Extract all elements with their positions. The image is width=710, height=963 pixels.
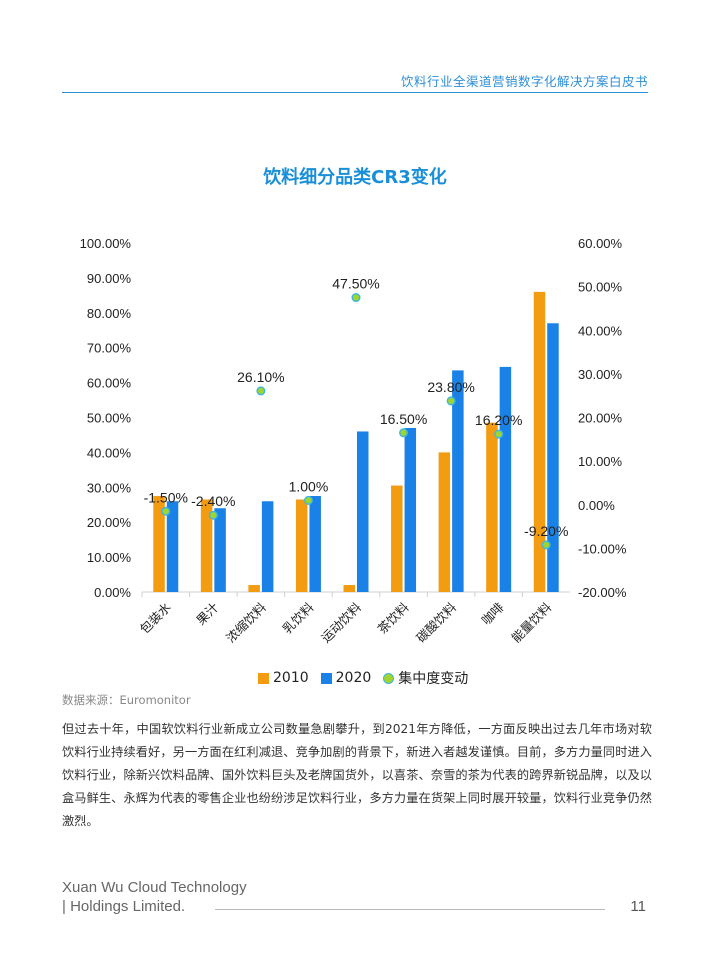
y-left-tick-label: 30.00%	[87, 480, 132, 495]
bar-2010	[438, 452, 451, 592]
change-data-label: 26.10%	[237, 369, 284, 385]
legend-item-2010: 2010	[258, 670, 309, 686]
chart-title: 饮料细分品类CR3变化	[263, 167, 447, 188]
y-right-tick-label: 60.00%	[578, 236, 623, 251]
change-point	[494, 429, 504, 439]
legend-label-2020: 2020	[335, 670, 372, 686]
change-point	[161, 506, 171, 516]
y-left-tick-label: 40.00%	[87, 445, 132, 460]
x-category-label: 浓缩饮料	[223, 599, 269, 645]
legend-item-2020: 2020	[320, 670, 372, 686]
bar-2020	[357, 431, 369, 592]
y-right-tick-label: 40.00%	[578, 323, 623, 338]
y-right-tick-label: 50.00%	[578, 280, 623, 295]
change-point	[446, 396, 456, 406]
y-left-tick-label: 0.00%	[94, 585, 131, 600]
change-point	[399, 428, 409, 438]
x-category-label: 咖啡	[478, 599, 507, 628]
change-data-label: 16.20%	[475, 412, 522, 428]
bar-2010	[486, 422, 498, 592]
legend-label-2010: 2010	[273, 670, 309, 686]
x-category-label: 乳饮料	[279, 599, 316, 636]
change-data-label: -1.50%	[144, 489, 188, 505]
bar-2020	[404, 427, 417, 592]
bar-2010	[200, 499, 213, 592]
y-left-tick-label: 90.00%	[87, 271, 132, 286]
y-left-tick-label: 60.00%	[87, 376, 132, 391]
bar-2020	[499, 366, 512, 592]
bar-2010	[295, 499, 308, 592]
data-source: 数据来源：Euromonitor	[62, 693, 191, 707]
x-category-label: 包装水	[137, 599, 174, 636]
footer-company-line1: Xuan Wu Cloud Technology	[62, 879, 247, 896]
y-right-tick-label: -20.00%	[578, 585, 627, 600]
x-category-label: 碳酸饮料	[413, 599, 459, 645]
legend-swatch-2010	[258, 672, 269, 684]
change-data-label: 23.80%	[427, 379, 474, 395]
legend-dot-change	[383, 672, 395, 684]
bar-2020	[214, 508, 226, 592]
y-left-tick-label: 80.00%	[87, 306, 132, 321]
y-left-tick-label: 10.00%	[87, 550, 132, 565]
chart-legend: 2010 2020 集中度变动	[258, 668, 474, 688]
bar-2010	[153, 496, 165, 592]
change-point	[208, 510, 218, 520]
y-left-tick-label: 50.00%	[87, 411, 132, 426]
bar-2010	[391, 485, 403, 592]
footer-company: Xuan Wu Cloud Technology | Holdings Limi…	[62, 878, 247, 916]
change-data-label: -2.40%	[191, 493, 235, 509]
x-category-label: 果汁	[193, 599, 222, 628]
footer-company-line2: | Holdings Limited.	[62, 898, 186, 915]
x-category-label: 茶饮料	[375, 599, 412, 636]
bar-2020	[547, 323, 559, 592]
header-title: 饮料行业全渠道营销数字化解决方案白皮书	[400, 74, 648, 89]
x-category-label: 能量饮料	[508, 599, 554, 645]
page-number: 11	[630, 898, 646, 915]
change-point	[351, 293, 361, 303]
y-right-tick-label: 0.00%	[578, 498, 615, 513]
change-data-label: 47.50%	[332, 276, 379, 292]
legend-swatch-2020	[320, 672, 332, 684]
bar-2010	[343, 585, 355, 592]
bar-2010	[248, 585, 260, 592]
body-paragraph: 但过去十年，中国软饮料行业新成立公司数量急剧攀升，到2021年方降低，一方面反映…	[62, 722, 652, 828]
footer-rule	[215, 909, 605, 910]
change-data-label: -9.20%	[524, 523, 568, 539]
legend-label-change: 集中度变动	[398, 671, 469, 687]
y-left-tick-label: 70.00%	[87, 341, 132, 356]
bar-2020	[261, 501, 274, 592]
cr3-chart: 0.00% 10.00% 20.00% 30.00% 40.00% 50.00% 60.00…	[80, 236, 627, 645]
y-right-tick-label: 10.00%	[578, 454, 623, 469]
y-right-tick-label: 20.00%	[578, 411, 623, 426]
change-point	[541, 540, 551, 550]
x-category-label: 运动饮料	[318, 599, 364, 645]
y-left-tick-label: 100.00%	[80, 236, 132, 251]
y-right-tick-label: -10.00%	[578, 541, 627, 556]
change-point	[303, 495, 313, 505]
change-point	[256, 386, 266, 396]
y-right-tick-label: 30.00%	[578, 367, 623, 382]
bar-2020	[166, 501, 179, 592]
header-rule	[62, 92, 648, 93]
bar-2020	[452, 370, 464, 592]
bar-2020	[309, 496, 321, 592]
change-data-label: 1.00%	[289, 478, 329, 494]
bar-2010	[533, 291, 546, 592]
legend-item-change: 集中度变动	[383, 668, 468, 688]
y-left-tick-label: 20.00%	[87, 515, 132, 530]
change-data-label: 16.50%	[380, 411, 427, 427]
